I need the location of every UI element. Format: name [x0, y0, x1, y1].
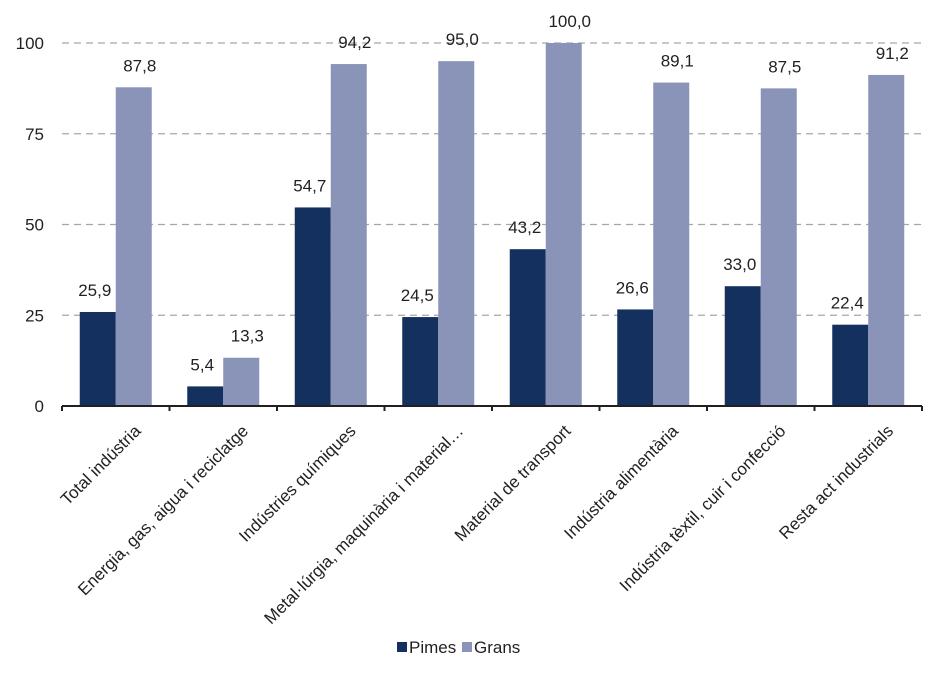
bar-pimes	[617, 309, 654, 406]
legend-swatch-grans	[462, 642, 472, 652]
category-label: Indústria alimentària	[560, 421, 682, 543]
legend-label: Grans	[474, 638, 520, 657]
data-label: 25,9	[78, 281, 111, 300]
data-label: 13,3	[231, 327, 264, 346]
data-label: 89,1	[661, 52, 694, 71]
legend: Pimes Grans	[397, 638, 520, 657]
data-label: 54,7	[293, 176, 326, 195]
data-label: 100,0	[548, 12, 591, 31]
bars	[79, 43, 905, 407]
bar-pimes	[79, 311, 116, 406]
bar-grans	[438, 61, 475, 407]
x-axis	[61, 405, 923, 411]
bar-grans	[330, 64, 367, 406]
data-label: 94,2	[338, 33, 371, 52]
bar-pimes	[294, 207, 331, 406]
bar-pimes	[724, 286, 761, 406]
category-label: Total indústria	[57, 421, 145, 509]
y-tick-label: 25	[25, 306, 44, 325]
y-tick-label: 75	[25, 125, 44, 144]
y-tick-label: 50	[25, 216, 44, 235]
bar-pimes	[187, 386, 224, 406]
data-label: 24,5	[401, 286, 434, 305]
data-label: 87,8	[123, 56, 156, 75]
category-label: Energia, gas, aigua i reciclatge	[74, 421, 252, 599]
category-label: Resta act industrials	[775, 421, 897, 543]
bar-grans	[868, 74, 905, 406]
bar-grans	[760, 88, 797, 406]
legend-swatch-pimes	[397, 642, 407, 652]
category-label: Indústries químiques	[235, 421, 359, 545]
bar-grans	[115, 87, 152, 406]
data-label: 5,4	[190, 355, 214, 374]
bar-pimes	[402, 317, 439, 406]
bar-grans	[545, 43, 582, 406]
data-label: 87,5	[768, 57, 801, 76]
data-label: 95,0	[446, 30, 479, 49]
bar-grans	[653, 82, 690, 406]
data-label: 43,2	[508, 218, 541, 237]
legend-label: Pimes	[409, 638, 456, 657]
data-label: 26,6	[616, 278, 649, 297]
y-tick-label: 0	[35, 397, 44, 416]
y-axis-ticks: 0 25 50 75 100	[16, 34, 44, 416]
category-label: Metal·lúrgia, maquinària i material…	[261, 421, 468, 628]
data-label: 22,4	[831, 294, 864, 313]
category-label: Material de transport	[451, 421, 575, 545]
y-tick-label: 100	[16, 34, 44, 53]
bar-pimes	[509, 249, 546, 406]
data-labels: 25,9 87,8 5,4 13,3 54,7 94,2 24,5 95,0 43,2 100,0…	[78, 12, 909, 374]
bar-pimes	[832, 324, 869, 406]
data-label: 33,0	[723, 255, 756, 274]
data-label: 91,2	[876, 44, 909, 63]
bar-grans	[223, 357, 260, 406]
